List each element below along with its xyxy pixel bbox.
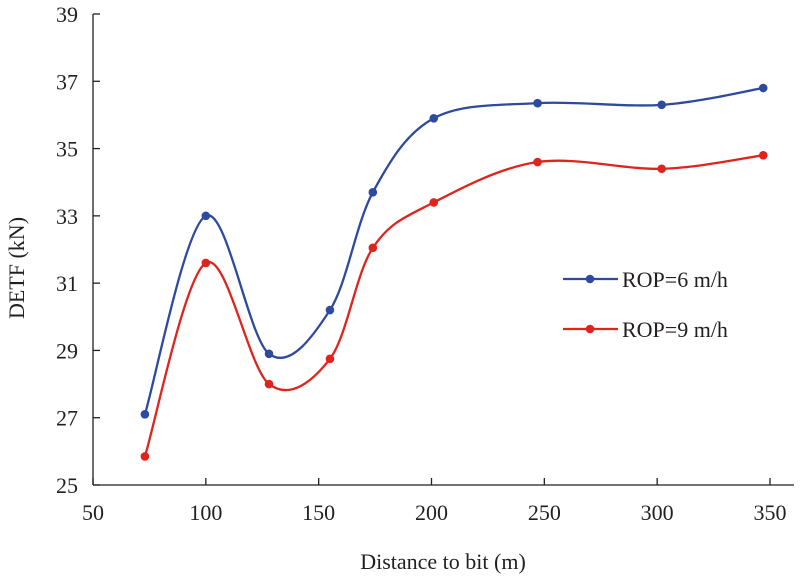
y-tick-label: 39: [56, 2, 78, 27]
legend: ROP=6 m/h ROP=9 m/h: [563, 267, 728, 342]
data-point: [140, 452, 150, 461]
y-tick-label: 33: [56, 204, 78, 229]
x-axis-title: Distance to bit (m): [360, 549, 526, 574]
data-point: [758, 83, 768, 93]
legend-item: ROP=9 m/h: [563, 317, 728, 342]
data-point: [264, 379, 274, 389]
data-point: [429, 198, 439, 207]
data-point: [140, 410, 150, 419]
data-point: [325, 354, 335, 364]
data-point: [429, 113, 439, 123]
y-tick-label: 29: [56, 338, 78, 363]
data-point: [758, 151, 768, 160]
y-tick-label: 27: [56, 406, 78, 431]
y-axis-title: DETF (kN): [4, 217, 29, 319]
series-layer: [140, 83, 768, 461]
data-point: [533, 157, 542, 167]
series-2: [140, 151, 768, 461]
data-point: [264, 349, 274, 359]
x-tick-label: 200: [415, 500, 448, 525]
data-point: [325, 305, 335, 315]
legend-swatch-marker: [585, 274, 595, 284]
legend-swatch-marker: [585, 324, 595, 334]
data-point: [368, 188, 378, 197]
x-tick-label: 100: [189, 500, 222, 525]
axes: [92, 14, 794, 486]
x-tick-label: 150: [302, 500, 335, 525]
data-point: [657, 164, 666, 174]
legend-label: ROP=9 m/h: [622, 317, 728, 342]
data-point: [533, 98, 542, 108]
x-tick-label: 350: [754, 500, 787, 525]
data-point: [201, 258, 211, 268]
series-line: [143, 154, 764, 457]
legend-label: ROP=6 m/h: [622, 267, 728, 292]
y-tick-label: 37: [56, 69, 78, 94]
legend-item: ROP=6 m/h: [563, 267, 728, 292]
x-tick-label: 250: [528, 500, 561, 525]
y-tick-label: 25: [56, 473, 78, 498]
y-ticks: 25 27 29 31 33 35 37 39: [56, 2, 100, 498]
data-point: [368, 243, 378, 253]
series-line: [143, 86, 764, 415]
y-tick-label: 31: [56, 271, 78, 296]
x-tick-label: 300: [641, 500, 674, 525]
series-1: [140, 83, 768, 419]
data-point: [201, 211, 211, 221]
data-point: [657, 100, 666, 110]
y-tick-label: 35: [56, 137, 78, 162]
x-ticks: 50 100 150 200 250 300 350: [82, 478, 787, 525]
x-tick-label: 50: [82, 500, 104, 525]
